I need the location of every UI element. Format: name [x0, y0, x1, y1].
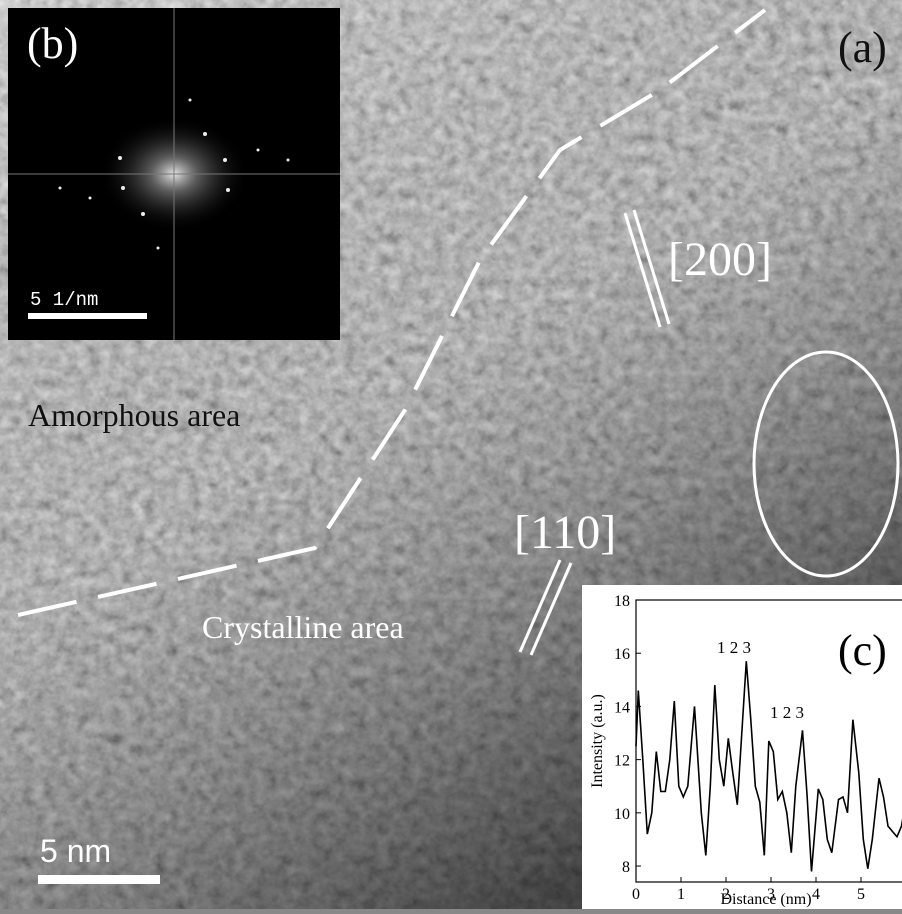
page: {"figure": {"panel_a": "(a)", "panel_b":…	[0, 0, 902, 909]
figure: (a) [200] [110] Amorphous area Crystalli…	[0, 0, 902, 909]
y-tick-label: 8	[622, 859, 630, 876]
profile-inset: (c) 1 2 3 1 2 3 Distance (nm) Intensity …	[582, 585, 902, 909]
y-tick-label: 18	[614, 593, 630, 610]
panel-label: (b)	[27, 19, 78, 68]
y-tick-label: 12	[614, 753, 630, 770]
peak-annotation: 1 2 3	[770, 703, 804, 722]
scale-label: 5 nm	[40, 833, 111, 869]
peak-annotation: 1 2 3	[717, 638, 751, 657]
x-tick-label: 3	[767, 886, 775, 903]
x-tick-label: 2	[722, 886, 730, 903]
fft-inset: 5 1/nm (b)	[8, 8, 340, 340]
y-tick-label: 16	[614, 646, 630, 663]
region-label: Amorphous area	[28, 397, 240, 433]
scale-bar	[38, 875, 160, 884]
direction-label: [200]	[668, 233, 772, 286]
y-axis-label: Intensity (a.u.)	[589, 694, 606, 788]
panel-label: (c)	[838, 626, 887, 675]
y-tick-label: 14	[614, 699, 630, 716]
x-tick-label: 1	[677, 886, 685, 903]
fft-scale-bar	[28, 313, 147, 319]
panel-label: (a)	[838, 23, 887, 72]
x-tick-label: 0	[632, 886, 640, 903]
x-axis-label: Distance (nm)	[720, 891, 811, 908]
x-tick-label: 4	[812, 886, 820, 903]
direction-label: [110]	[514, 506, 616, 559]
y-tick-label: 10	[614, 806, 630, 823]
region-label: Crystalline area	[202, 609, 404, 645]
fft-scale-label: 5 1/nm	[30, 289, 98, 311]
x-tick-label: 5	[857, 886, 865, 903]
